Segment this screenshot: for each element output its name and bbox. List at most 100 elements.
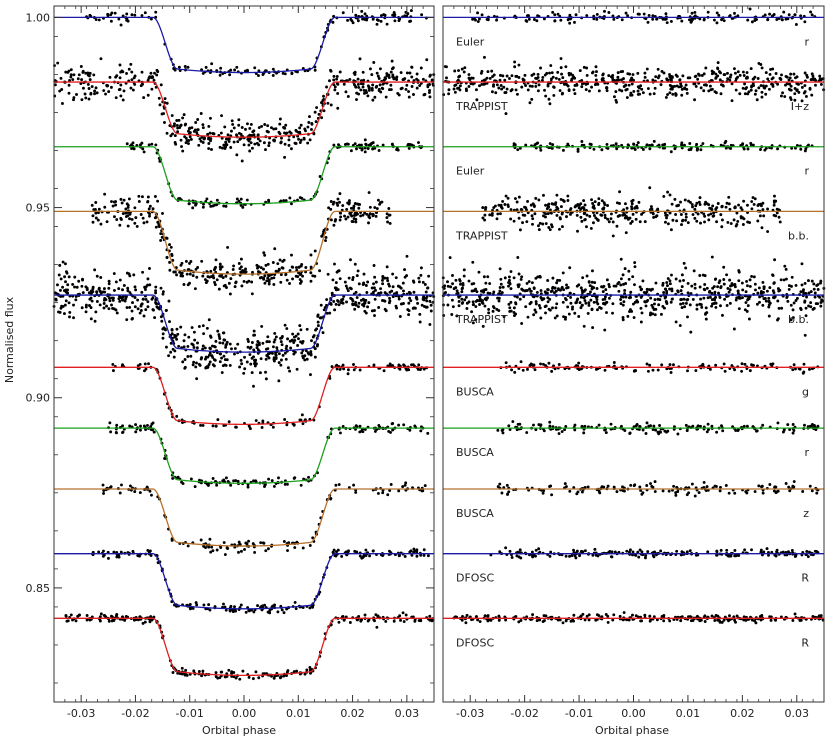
data-point: [102, 89, 106, 93]
data-point: [722, 19, 726, 23]
data-point: [206, 132, 210, 136]
data-point: [68, 315, 71, 319]
data-point: [120, 69, 124, 73]
data-point: [684, 301, 688, 305]
data-point: [357, 85, 361, 89]
data-point: [374, 280, 378, 284]
data-point: [233, 347, 237, 350]
data-point: [403, 14, 407, 18]
data-point: [624, 282, 628, 285]
data-point: [168, 260, 172, 264]
data-point: [666, 93, 669, 96]
data-point: [232, 264, 236, 268]
data-point: [328, 79, 331, 83]
data-point: [246, 485, 250, 489]
data-point: [351, 275, 355, 279]
data-point: [782, 10, 786, 14]
data-point: [201, 347, 205, 351]
data-point: [544, 291, 548, 295]
data-point: [529, 289, 533, 293]
data-point: [706, 10, 710, 14]
data-point: [154, 225, 158, 229]
data-point: [566, 84, 570, 88]
data-point: [379, 19, 383, 23]
data-point: [336, 197, 340, 201]
data-point: [478, 303, 481, 306]
data-point: [83, 92, 87, 96]
data-point: [225, 340, 229, 344]
data-point: [223, 283, 227, 287]
data-point: [208, 537, 212, 541]
data-point: [402, 423, 406, 427]
data-point: [208, 608, 212, 612]
data-point: [537, 198, 541, 202]
data-point: [337, 303, 341, 307]
data-point: [645, 67, 649, 71]
data-point: [418, 320, 422, 324]
data-point: [453, 90, 457, 94]
data-point: [455, 292, 459, 296]
data-point: [592, 221, 595, 225]
data-point: [553, 367, 557, 371]
data-point: [293, 600, 297, 604]
data-point: [622, 85, 626, 88]
data-point: [741, 86, 745, 90]
data-point: [625, 87, 629, 91]
data-point: [204, 65, 208, 69]
data-point: [706, 296, 710, 300]
data-point: [495, 18, 499, 22]
data-point: [161, 336, 165, 340]
data-point: [215, 483, 219, 487]
data-point: [675, 84, 679, 88]
data-point: [398, 367, 402, 371]
data-point: [612, 361, 616, 364]
data-point: [287, 143, 291, 147]
data-point: [686, 221, 690, 225]
data-point: [229, 483, 233, 487]
data-point: [716, 61, 720, 65]
data-point: [601, 290, 605, 294]
data-point: [416, 367, 420, 371]
data-point: [252, 333, 256, 337]
data-point: [764, 299, 768, 303]
data-point: [192, 346, 196, 349]
data-point: [547, 226, 551, 229]
data-point: [803, 149, 807, 153]
data-point: [372, 618, 376, 622]
data-point: [546, 279, 550, 282]
data-point: [119, 218, 123, 221]
data-point: [133, 296, 137, 299]
data-point: [364, 143, 368, 147]
data-point: [734, 298, 738, 302]
data-point: [544, 203, 548, 207]
data-point: [267, 477, 271, 481]
data-point: [333, 554, 337, 558]
data-point: [421, 296, 425, 300]
data-point: [597, 197, 601, 201]
data-point: [697, 72, 700, 76]
data-point: [213, 358, 217, 362]
data-point: [85, 618, 89, 622]
data-point: [322, 308, 326, 312]
data-point: [359, 214, 363, 218]
data-point: [748, 284, 752, 288]
data-point: [639, 288, 643, 292]
data-point: [270, 674, 273, 678]
data-point: [110, 303, 113, 307]
data-point: [365, 291, 369, 294]
data-point: [664, 220, 667, 224]
data-point: [534, 310, 538, 314]
data-point: [368, 554, 372, 558]
data-point: [160, 319, 164, 323]
data-point: [263, 281, 267, 285]
data-point: [79, 64, 83, 68]
data-point: [85, 614, 89, 617]
data-point: [309, 350, 313, 354]
data-point: [107, 556, 110, 560]
data-point: [283, 155, 287, 159]
data-point: [549, 77, 553, 81]
data-point: [631, 275, 635, 279]
data-point: [152, 308, 155, 312]
data-point: [354, 490, 358, 494]
data-point: [286, 337, 290, 341]
